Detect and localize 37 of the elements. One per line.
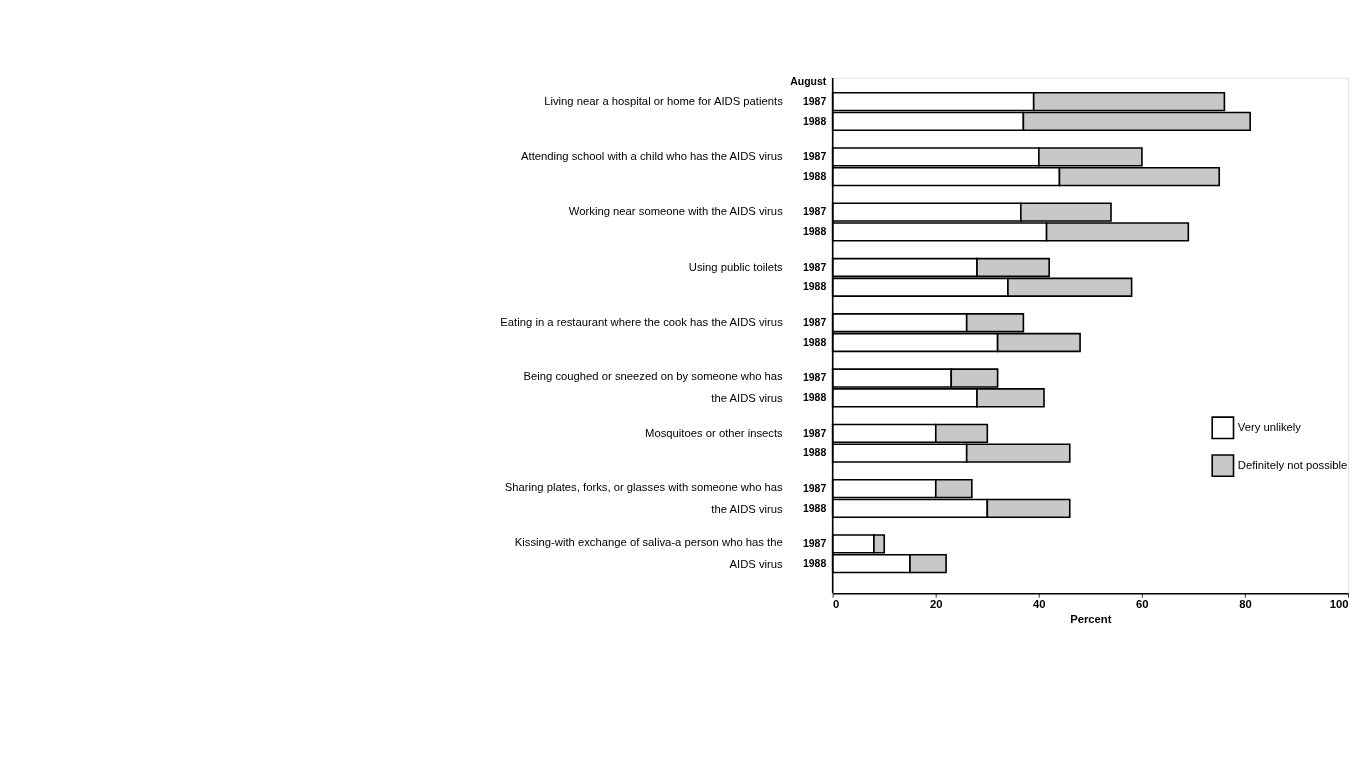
text: Working near someone with the AIDS virus	[568, 205, 784, 218]
text: Using public toilets	[688, 260, 784, 273]
text: Living near a hospital or home for AIDS patients	[544, 94, 784, 107]
text: Sharing plates, forks, or glasses with someone who has the AIDS virus	[504, 480, 784, 515]
y-tick-label: 1987	[802, 538, 827, 550]
x-tick-label: 40	[1032, 598, 1046, 611]
y-tick-label: 1988	[802, 447, 827, 459]
x-tick-label: 80	[1239, 598, 1252, 611]
y-tick-label: 1987	[802, 95, 827, 107]
text: Attending school with a child who has the AIDS virus	[521, 150, 784, 163]
y-tick-label: 1987	[802, 206, 827, 218]
y-tick-label: 1988	[802, 336, 827, 348]
x-tick-label: 100	[1329, 598, 1349, 611]
x-tick-label: 60	[1136, 598, 1149, 611]
y-tick-label: 1987	[802, 151, 827, 163]
y-tick-label: 1987	[802, 372, 827, 384]
y-tick-label: 1988	[802, 281, 827, 293]
y-axis-title: August	[790, 76, 827, 88]
y-tick-label: 1987	[802, 482, 827, 494]
y-tick-label: 1988	[802, 392, 827, 404]
y-tick-label: 1988	[802, 557, 827, 569]
x-axis-title: Percent	[1070, 612, 1112, 625]
y-tick-label: 1988	[802, 226, 827, 238]
legend-label: Definitely not possible	[1237, 458, 1348, 471]
text: Kissing-with exchange of saliva-a person who has the AIDS virus	[514, 536, 784, 570]
y-tick-label: 1988	[802, 115, 827, 127]
x-tick-label: 0	[833, 598, 840, 611]
y-tick-label: 1987	[802, 316, 827, 328]
y-tick-label: 1988	[802, 502, 827, 514]
text: Eating in a restaurant where the cook has the AIDS virus	[500, 315, 784, 328]
y-tick-label: 1988	[802, 170, 827, 182]
x-tick-label: 20	[929, 598, 943, 611]
y-tick-label: 1987	[802, 427, 827, 439]
y-tick-label: 1987	[802, 261, 827, 273]
text: Mosquitoes or other insects	[645, 426, 784, 439]
legend-label: Very unlikely	[1237, 421, 1302, 434]
text: Being coughed or sneezed on by someone who has the AIDS virus	[523, 370, 784, 405]
